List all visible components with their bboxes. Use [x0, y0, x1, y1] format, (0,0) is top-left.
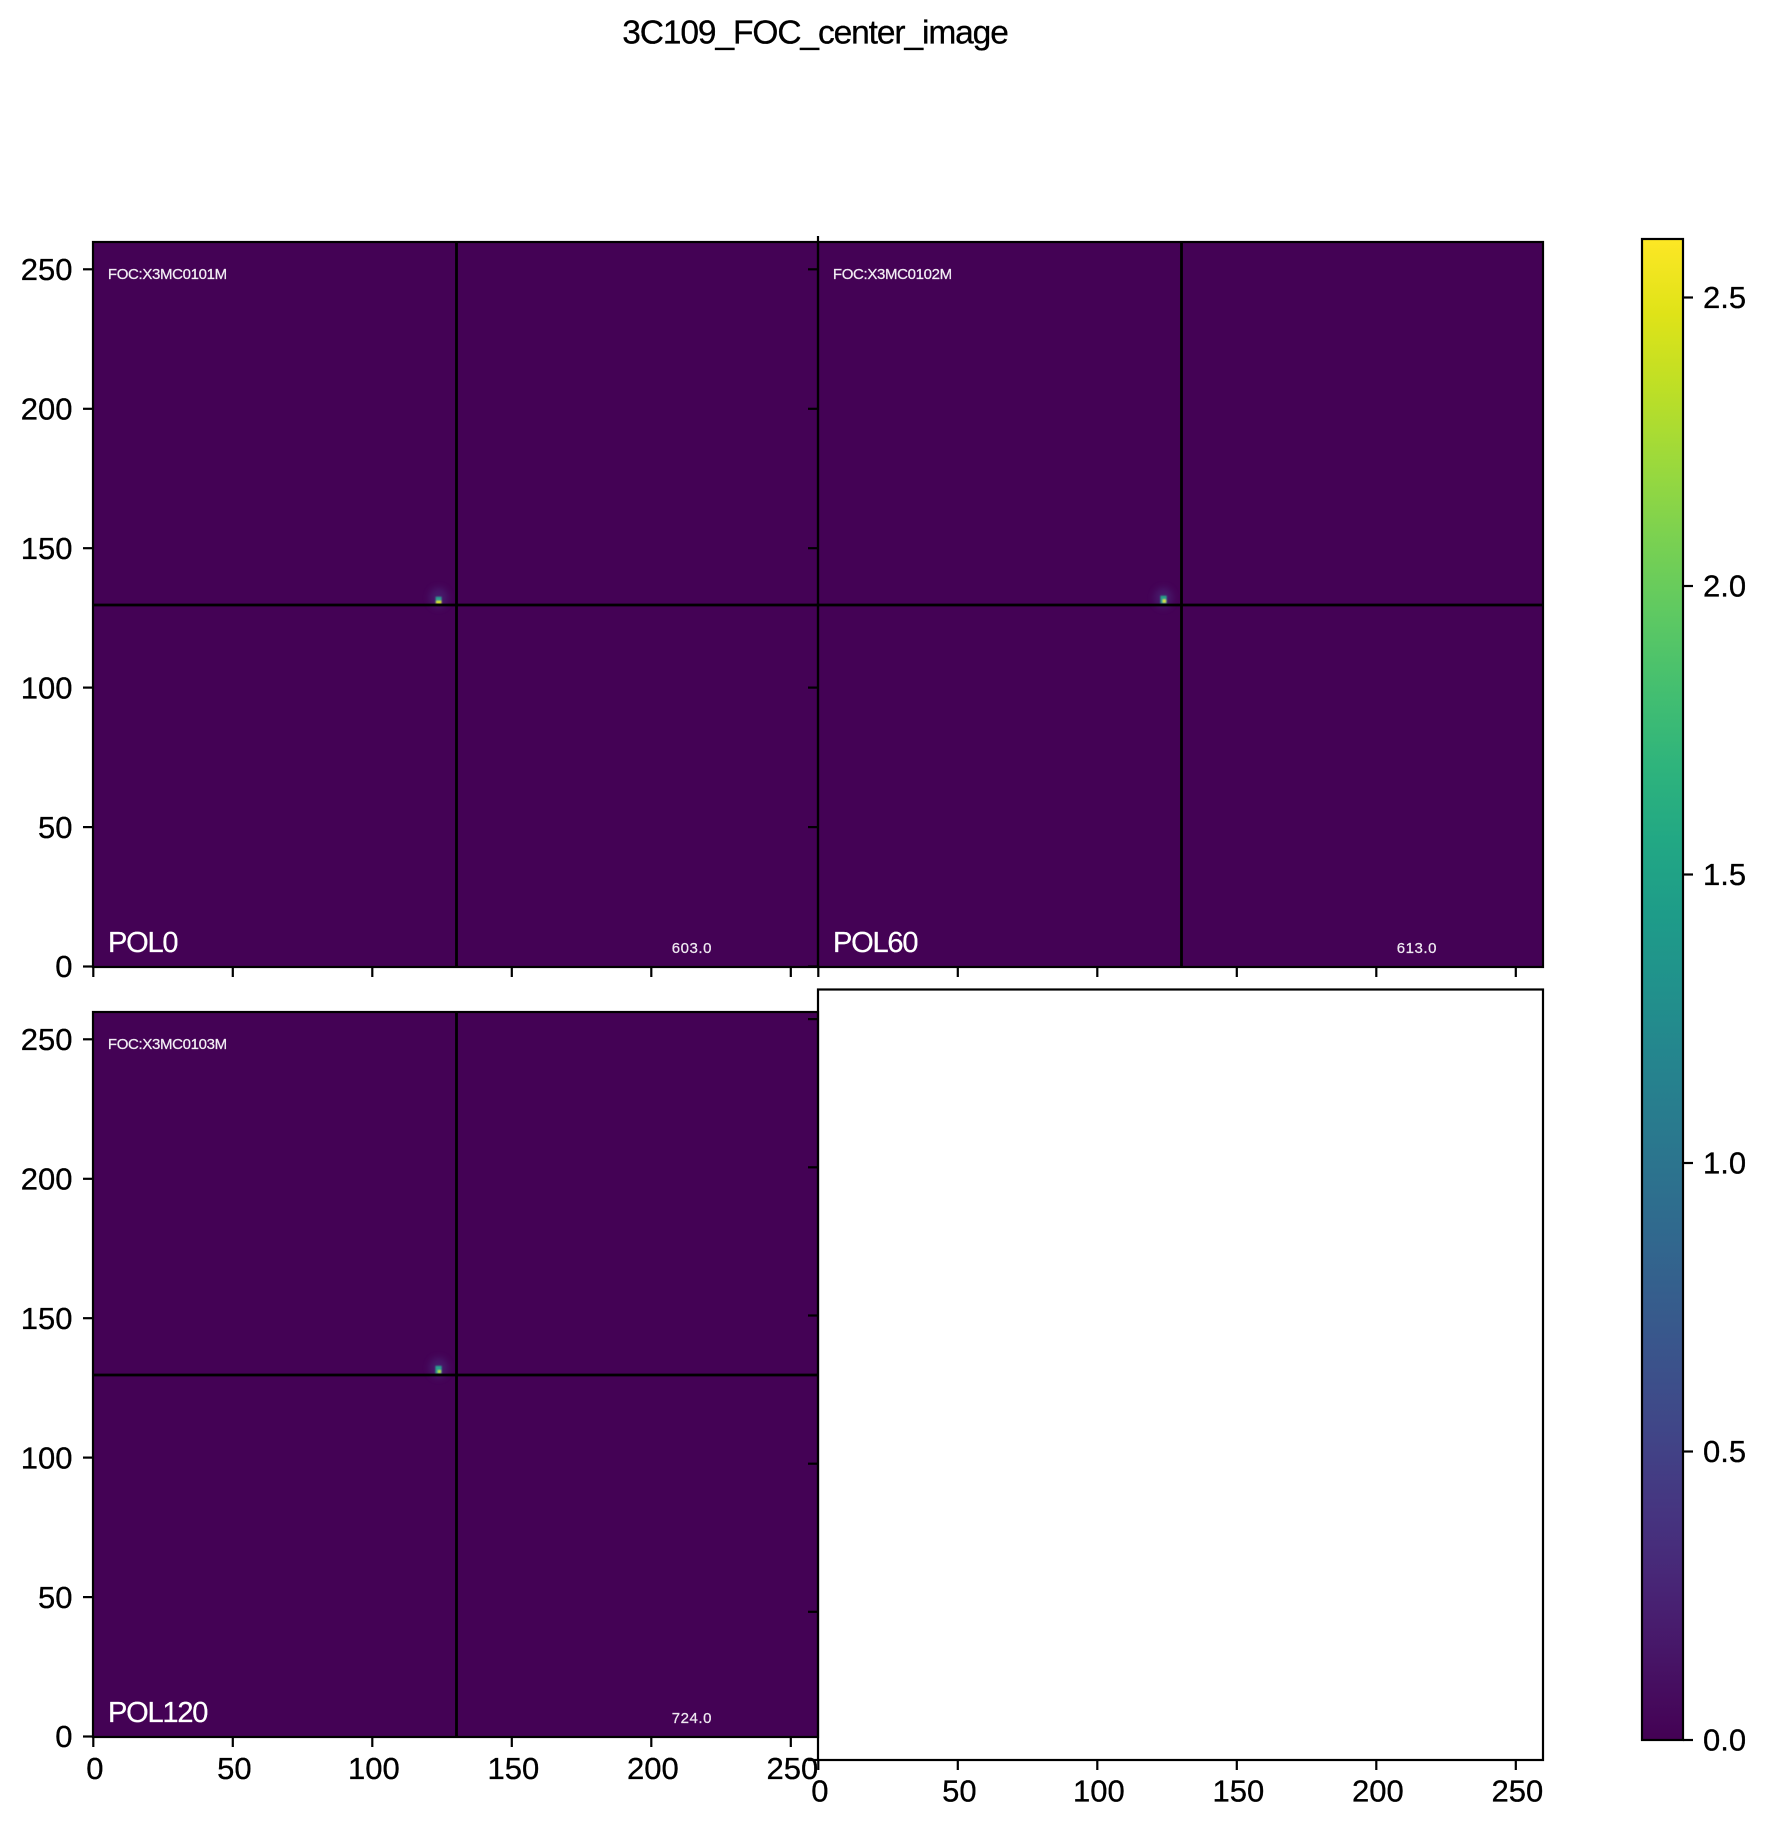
- svg-text:603.0: 603.0: [672, 940, 712, 957]
- svg-text:0: 0: [55, 1719, 72, 1754]
- svg-text:100: 100: [21, 1440, 73, 1475]
- svg-text:2.5: 2.5: [1703, 280, 1746, 315]
- svg-text:0.5: 0.5: [1703, 1434, 1746, 1469]
- svg-text:200: 200: [1352, 1774, 1404, 1809]
- svg-text:250: 250: [21, 1022, 73, 1057]
- svg-text:613.0: 613.0: [1397, 940, 1437, 957]
- svg-text:50: 50: [217, 1751, 251, 1786]
- svg-text:150: 150: [21, 1301, 73, 1336]
- svg-text:1.5: 1.5: [1703, 857, 1746, 892]
- svg-text:FOC:X3MC0101M: FOC:X3MC0101M: [108, 266, 227, 283]
- svg-text:POL0: POL0: [108, 927, 177, 959]
- svg-text:250: 250: [21, 252, 73, 287]
- svg-text:1.0: 1.0: [1703, 1146, 1746, 1181]
- svg-text:50: 50: [38, 810, 72, 845]
- svg-text:250: 250: [1492, 1774, 1544, 1809]
- svg-text:100: 100: [21, 670, 73, 705]
- svg-text:50: 50: [942, 1774, 976, 1809]
- svg-text:200: 200: [627, 1751, 679, 1786]
- svg-text:150: 150: [488, 1751, 540, 1786]
- svg-text:100: 100: [348, 1751, 400, 1786]
- svg-text:POL120: POL120: [108, 1697, 207, 1729]
- svg-text:2.0: 2.0: [1703, 569, 1746, 604]
- svg-text:3C109_FOC_center_image: 3C109_FOC_center_image: [622, 15, 1008, 52]
- svg-text:FOC:X3MC0102M: FOC:X3MC0102M: [833, 266, 952, 283]
- svg-text:100: 100: [1073, 1774, 1125, 1809]
- svg-text:200: 200: [21, 1162, 73, 1197]
- svg-text:150: 150: [21, 531, 73, 566]
- svg-text:0: 0: [811, 1774, 828, 1809]
- svg-text:724.0: 724.0: [672, 1710, 712, 1727]
- svg-text:50: 50: [38, 1580, 72, 1615]
- svg-text:0: 0: [55, 949, 72, 984]
- svg-text:200: 200: [21, 392, 73, 427]
- svg-text:250: 250: [767, 1751, 819, 1786]
- svg-text:0.0: 0.0: [1703, 1723, 1746, 1758]
- svg-text:150: 150: [1213, 1774, 1265, 1809]
- svg-text:FOC:X3MC0103M: FOC:X3MC0103M: [108, 1036, 227, 1053]
- svg-text:POL60: POL60: [833, 927, 917, 959]
- svg-text:0: 0: [86, 1751, 103, 1786]
